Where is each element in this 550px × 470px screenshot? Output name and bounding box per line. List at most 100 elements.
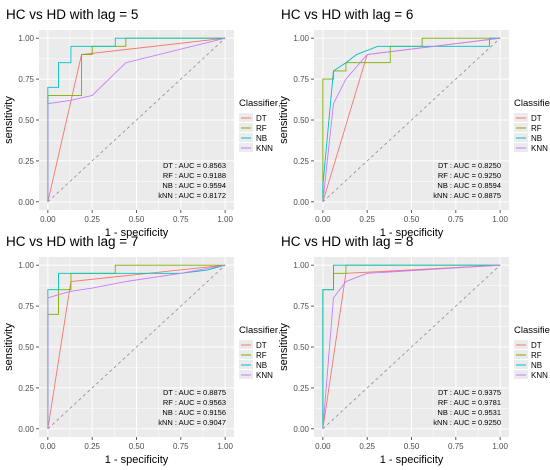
roc-line-nb <box>322 37 501 202</box>
roc-line-nb <box>47 37 226 202</box>
y-tick-label: 0.00 <box>18 198 34 207</box>
roc-line-knn <box>322 37 501 202</box>
y-tick-label: 1.00 <box>18 34 34 43</box>
x-tick-label: 0.25 <box>359 215 375 224</box>
x-tick-label: 0.75 <box>173 215 189 224</box>
chart-title: HC vs HD with lag = 7 <box>6 234 138 249</box>
y-tick-label: 1.00 <box>293 34 309 43</box>
x-tick-label: 0.00 <box>40 442 56 451</box>
legend-label-knn: KNN <box>531 371 548 380</box>
y-axis-label: sensitivity <box>278 323 290 371</box>
auc-annotation: RF : AUC = 0.9188 <box>163 171 226 180</box>
auc-annotation: DT : AUC = 0.9375 <box>438 388 501 397</box>
auc-annotation: kNN : AUC = 0.9047 <box>158 418 226 427</box>
x-tick-label: 0.00 <box>40 215 56 224</box>
auc-annotation: RF : AUC = 0.9250 <box>438 171 501 180</box>
auc-annotation: NB : AUC = 0.9594 <box>162 181 226 190</box>
legend-label-knn: KNN <box>256 371 273 380</box>
chart-panel-2: HC vs HD with lag = 6 0.00 0.00 0.25 0.25 0.5… <box>278 7 550 239</box>
y-tick-label: 0.50 <box>293 343 309 352</box>
roc-line-rf <box>47 264 226 429</box>
y-tick-label: 0.75 <box>293 302 309 311</box>
legend-label-rf: RF <box>531 124 542 133</box>
x-tick-label: 1.00 <box>217 442 233 451</box>
x-tick-label: 0.00 <box>315 215 331 224</box>
y-tick-label: 0.75 <box>18 302 34 311</box>
diagonal-reference-line <box>322 264 501 430</box>
legend-label-knn: KNN <box>531 144 548 153</box>
y-tick-label: 0.50 <box>18 343 34 352</box>
y-tick-label: 0.25 <box>18 157 34 166</box>
y-tick-label: 1.00 <box>293 261 309 270</box>
auc-annotation: NB : AUC = 0.9156 <box>162 408 226 417</box>
roc-line-knn <box>322 264 501 429</box>
legend-label-nb: NB <box>256 361 267 370</box>
y-tick-label: 0.50 <box>18 116 34 125</box>
auc-annotation: DT : AUC = 0.8250 <box>438 161 501 170</box>
auc-annotation: DT : AUC = 0.8563 <box>163 161 226 170</box>
x-tick-label: 0.25 <box>84 215 100 224</box>
roc-line-nb <box>47 264 226 429</box>
y-tick-label: 0.75 <box>18 75 34 84</box>
roc-line-rf <box>47 37 226 202</box>
x-tick-label: 1.00 <box>217 215 233 224</box>
auc-annotation: kNN : AUC = 0.8875 <box>433 191 501 200</box>
legend-label-dt: DT <box>531 341 542 350</box>
auc-annotation: kNN : AUC = 0.8172 <box>158 191 226 200</box>
roc-line-knn <box>47 37 226 202</box>
legend-label-rf: RF <box>531 351 542 360</box>
x-tick-label: 0.50 <box>404 215 420 224</box>
x-tick-label: 0.50 <box>129 215 145 224</box>
legend-label-nb: NB <box>531 134 542 143</box>
legend-label-knn: KNN <box>256 144 273 153</box>
legend-label-dt: DT <box>256 114 267 123</box>
diagonal-reference-line <box>47 264 226 430</box>
roc-line-knn <box>47 264 226 429</box>
y-tick-label: 0.00 <box>18 425 34 434</box>
y-tick-label: 0.25 <box>293 384 309 393</box>
y-tick-label: 0.25 <box>293 157 309 166</box>
x-tick-label: 0.75 <box>448 215 464 224</box>
x-axis-label: 1 - specificity <box>380 227 444 239</box>
legend-label-rf: RF <box>256 124 267 133</box>
chart-panel-4: HC vs HD with lag = 8 0.00 0.00 0.25 0.25 0.5… <box>278 234 550 466</box>
legend-label-dt: DT <box>531 114 542 123</box>
y-axis-label: sensitivity <box>3 96 15 144</box>
y-tick-label: 0.00 <box>293 425 309 434</box>
y-tick-label: 1.00 <box>18 261 34 270</box>
legend-title: Classifier <box>514 325 550 336</box>
y-axis-label: sensitivity <box>3 323 15 371</box>
x-axis-label: 1 - specificity <box>380 454 444 466</box>
x-tick-label: 0.50 <box>129 442 145 451</box>
auc-annotation: NB : AUC = 0.8594 <box>437 181 501 190</box>
y-tick-label: 0.25 <box>18 384 34 393</box>
chart-panel-3: HC vs HD with lag = 7 0.00 0.00 0.25 0.25 0.5… <box>3 234 278 466</box>
legend-label-nb: NB <box>531 361 542 370</box>
x-tick-label: 0.00 <box>315 442 331 451</box>
y-axis-label: sensitivity <box>278 96 290 144</box>
y-tick-label: 0.75 <box>293 75 309 84</box>
chart-title: HC vs HD with lag = 5 <box>6 7 138 22</box>
x-axis-label: 1 - specificity <box>105 227 169 239</box>
x-axis-label: 1 - specificity <box>105 454 169 466</box>
legend-label-dt: DT <box>256 341 267 350</box>
y-tick-label: 0.00 <box>293 198 309 207</box>
x-tick-label: 0.25 <box>359 442 375 451</box>
auc-annotation: kNN : AUC = 0.9250 <box>433 418 501 427</box>
x-tick-label: 1.00 <box>492 215 508 224</box>
diagonal-reference-line <box>322 37 501 203</box>
roc-line-nb <box>322 264 501 429</box>
chart-panel-1: HC vs HD with lag = 5 0.00 0.00 0.25 0.25 0.5… <box>3 7 278 239</box>
legend-label-rf: RF <box>256 351 267 360</box>
auc-annotation: DT : AUC = 0.8875 <box>163 388 226 397</box>
diagonal-reference-line <box>47 37 226 203</box>
legend-label-nb: NB <box>256 134 267 143</box>
legend-title: Classifier <box>239 98 278 109</box>
auc-annotation: RF : AUC = 0.9563 <box>163 398 226 407</box>
legend-title: Classifier <box>514 98 550 109</box>
x-tick-label: 0.50 <box>404 442 420 451</box>
